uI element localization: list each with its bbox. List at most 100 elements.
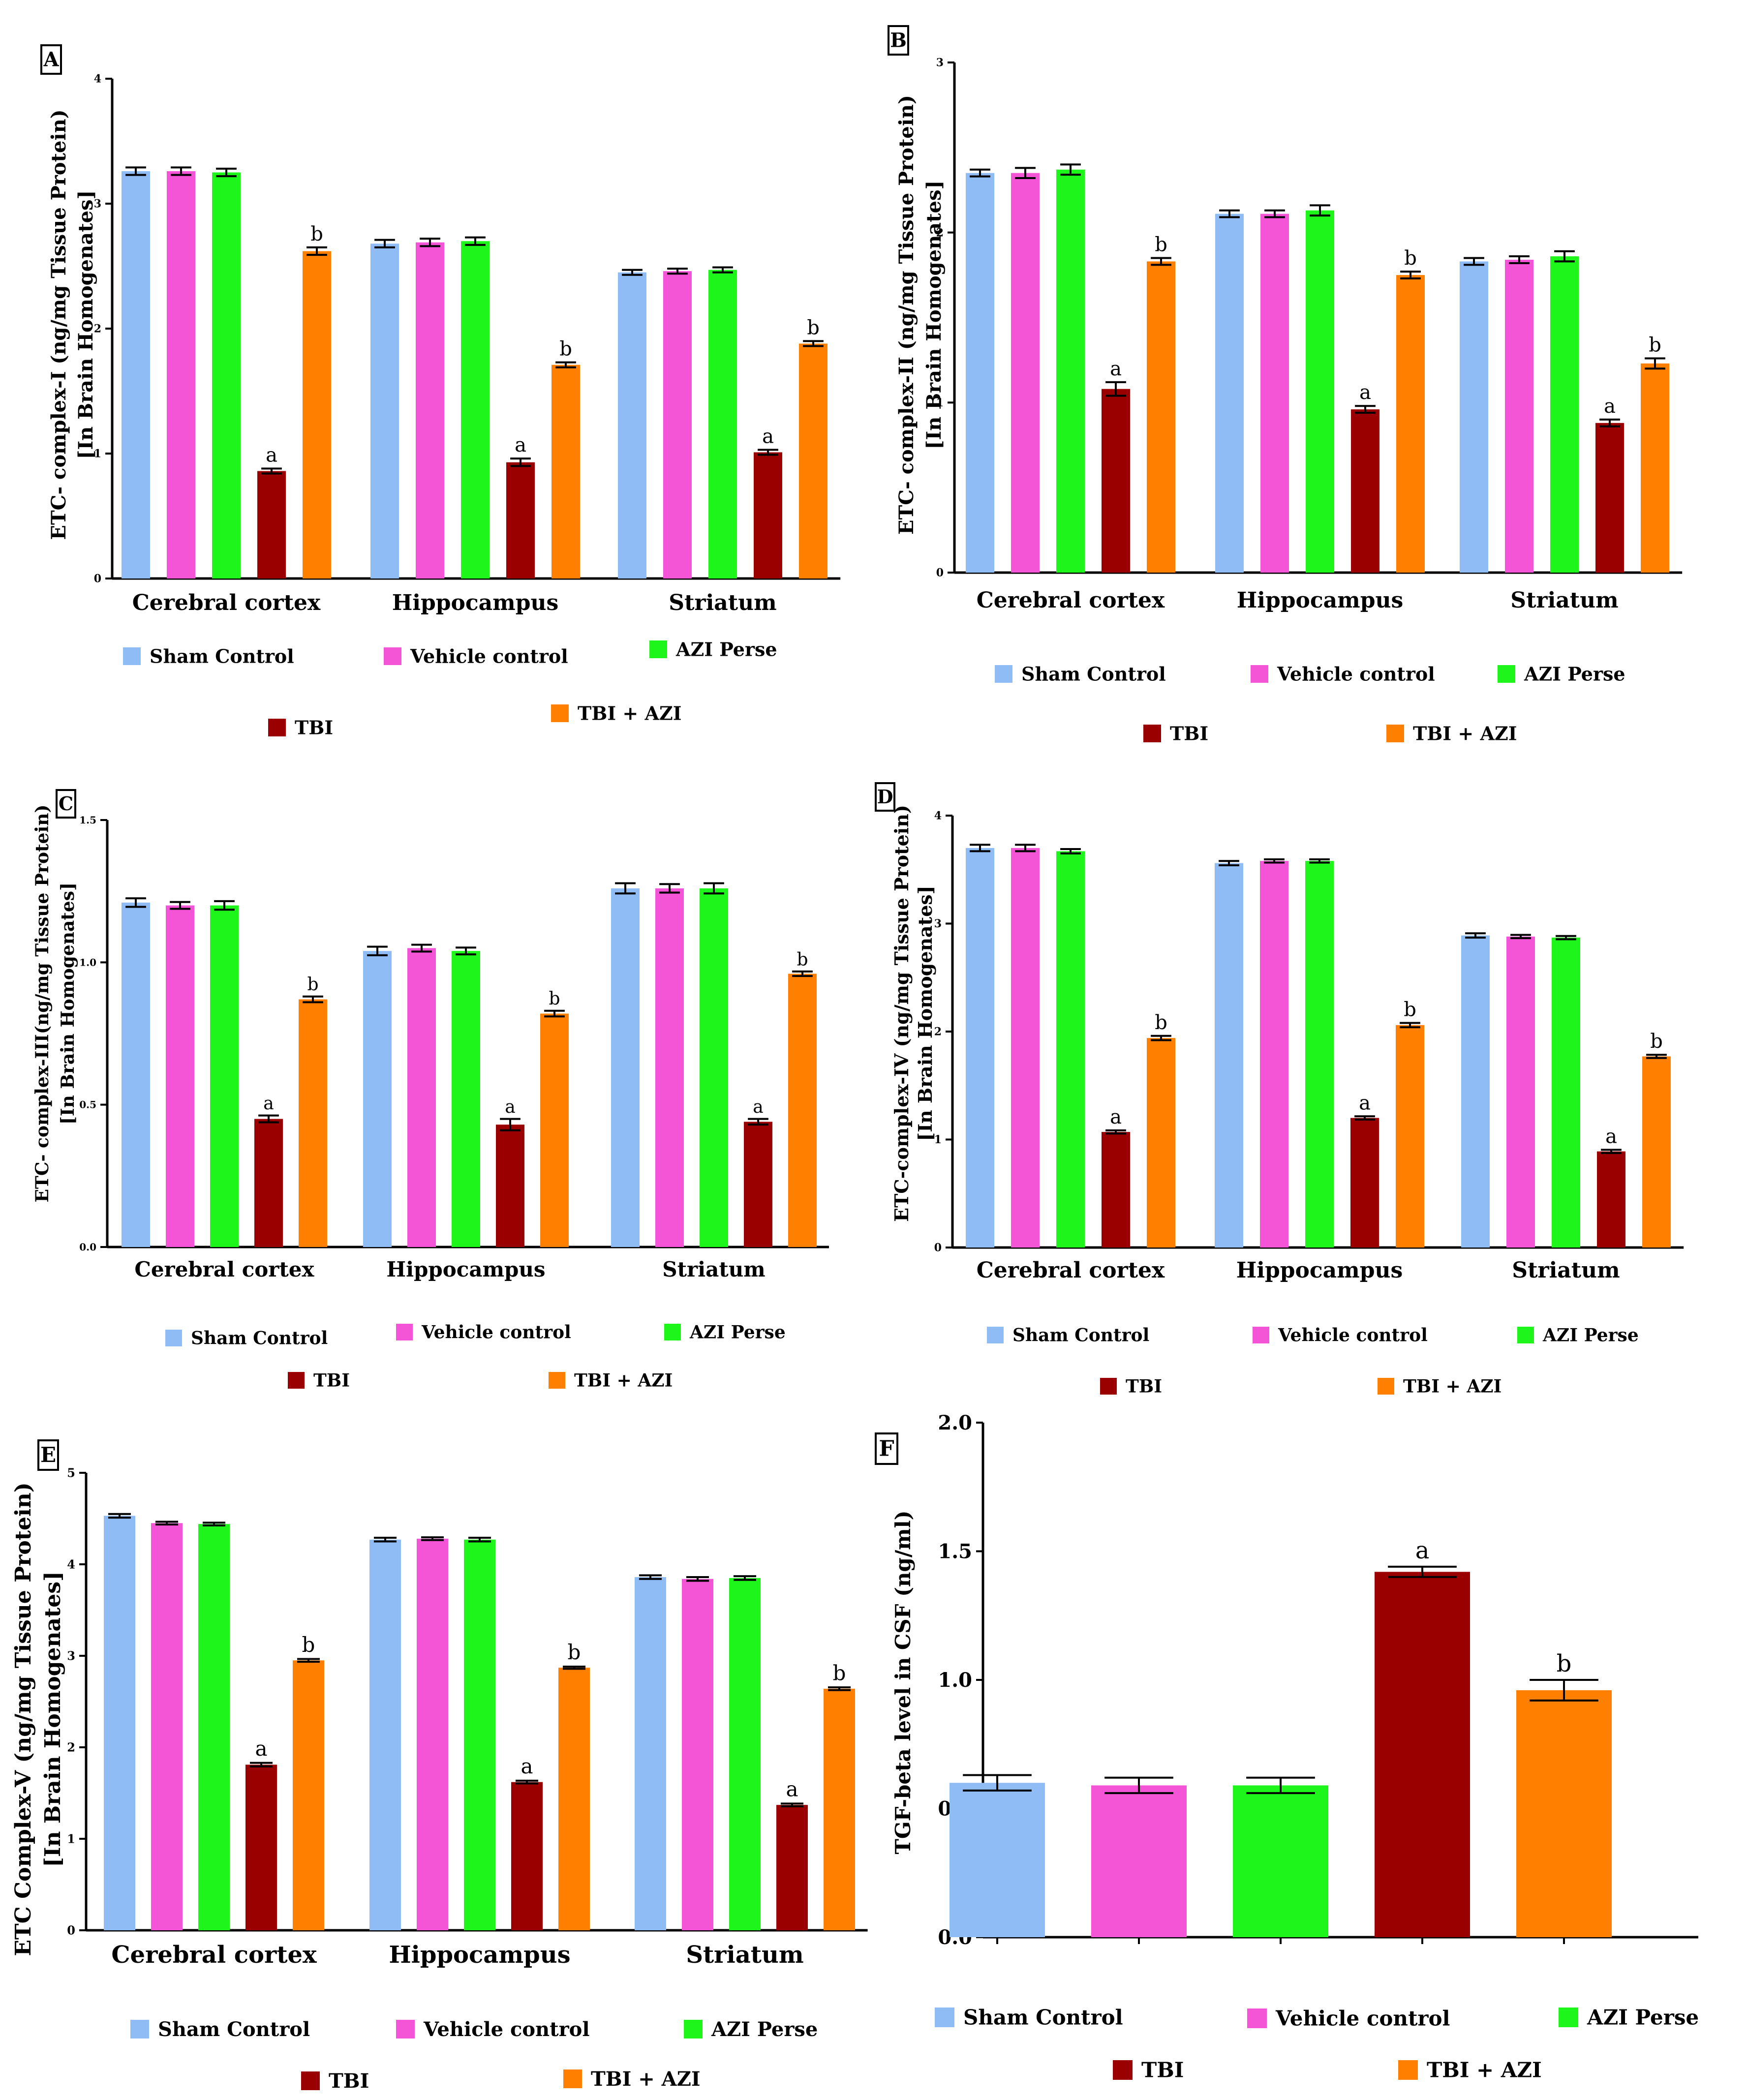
legend-swatch-sham (987, 1327, 1004, 1343)
legend-label-vehicle: Vehicle control (1278, 1325, 1428, 1346)
y-tick-label: 0.5 (79, 1099, 96, 1111)
legend-swatch-tbi (288, 1372, 305, 1389)
panel-letter: B (890, 29, 907, 52)
y-axis-label-line2: [In Brain Homogenates] (922, 181, 946, 450)
bar-tbi (776, 1805, 808, 1930)
legend-label-vehicle: Vehicle control (1277, 663, 1435, 685)
legend-label-tbi_azi: TBI + AZI (578, 702, 681, 724)
significance-label: a (1359, 1092, 1371, 1114)
y-axis-label: ETC- complex-III(ng/mg Tissue Protein) (32, 805, 53, 1203)
category-label: Hippocampus (389, 1941, 570, 1969)
category-label: Cerebral cortex (977, 1258, 1165, 1283)
bar-tbi (511, 1782, 543, 1930)
significance-label: b (797, 949, 808, 970)
bar-sham (104, 1516, 135, 1930)
chart-panel-a: A 0 1 2 3 4 ETC- complex-I (ng/mg Tissue Prote… (40, 44, 841, 738)
bar-vehicle (166, 905, 194, 1247)
legend-swatch-tbi (1143, 725, 1161, 742)
y-tick-label: 2 (936, 226, 944, 239)
category-label: Striatum (669, 590, 776, 615)
bar-azi (1056, 851, 1085, 1248)
legend-label-azi: AZI Perse (1524, 663, 1625, 685)
y-tick-label: 1 (94, 448, 101, 460)
category-label: Striatum (1510, 588, 1618, 613)
bar-tbi_azi (552, 365, 580, 578)
significance-label: a (263, 1094, 274, 1114)
bar-vehicle (167, 171, 195, 579)
bar-tbi_azi (799, 343, 828, 578)
bar-tbi_azi (1396, 1025, 1424, 1248)
bar-azi (212, 172, 241, 578)
bar-vehicle (1091, 1785, 1187, 1937)
y-axis-label: ETC Complex-V (ng/mg Tissue Protein) (11, 1482, 36, 1956)
significance-label: a (515, 434, 526, 457)
legend-label-tbi: TBI (313, 1370, 350, 1391)
bar-tbi_azi (824, 1688, 855, 1930)
y-tick-label: 0 (67, 1923, 75, 1937)
bar-vehicle (416, 242, 444, 578)
category-label: Hippocampus (1236, 1258, 1403, 1283)
bar-vehicle (655, 888, 684, 1247)
chart-panel-b: B 0 1 2 3 ETC- complex-II (ng/mg Tissue Prote… (888, 25, 1683, 744)
bar-sham (1215, 213, 1244, 573)
significance-label: a (1604, 395, 1616, 418)
significance-label: b (833, 1661, 846, 1685)
bar-tbi (245, 1765, 277, 1930)
bar-tbi_azi (1147, 261, 1175, 573)
y-axis-label-line2: [In Brain Homogenates] (40, 1571, 65, 1867)
legend-label-tbi_azi: TBI + AZI (1427, 2058, 1542, 2082)
bar-sham (966, 848, 994, 1248)
legend-swatch-vehicle (384, 647, 401, 665)
y-tick-label: 1.5 (79, 814, 96, 826)
panel-letter-box (875, 1432, 898, 1465)
bar-azi (1552, 938, 1580, 1248)
bar-sham (611, 888, 640, 1247)
significance-label: a (1605, 1125, 1617, 1148)
panel-letter: A (43, 48, 59, 71)
bar-sham (966, 173, 994, 573)
legend-swatch-sham (165, 1330, 182, 1346)
y-tick-label: 5 (67, 1465, 75, 1480)
y-tick-label: 0 (936, 567, 944, 579)
y-axis-label: ETC- complex-I (ng/mg Tissue Protein) (47, 109, 70, 540)
category-label: Hippocampus (1237, 588, 1404, 613)
bar-tbi_azi (1642, 1056, 1671, 1248)
legend-swatch-vehicle (1247, 2009, 1267, 2028)
panel-letter-box (40, 44, 62, 75)
category-label: Hippocampus (386, 1257, 545, 1281)
y-tick-label: 2 (934, 1026, 942, 1038)
bar-sham (122, 902, 150, 1247)
significance-label: b (549, 989, 560, 1009)
significance-label: b (1155, 234, 1167, 256)
bar-azi (708, 270, 737, 578)
legend-swatch-sham (130, 2020, 149, 2039)
legend-swatch-tbi_azi (1378, 1378, 1394, 1395)
legend-swatch-tbi (1113, 2060, 1133, 2080)
bar-sham (950, 1783, 1045, 1937)
significance-label: a (762, 425, 774, 448)
legend-label-tbi_azi: TBI + AZI (591, 2068, 701, 2091)
legend-swatch-tbi_azi (563, 2070, 582, 2088)
bar-azi (1056, 169, 1085, 573)
bar-tbi_azi (1641, 363, 1669, 573)
bar-tbi (506, 462, 535, 578)
panel-letter: C (59, 792, 73, 815)
legend-swatch-tbi (268, 719, 286, 736)
bar-azi (210, 905, 239, 1247)
y-tick-label: 0 (934, 1242, 942, 1254)
bar-vehicle (151, 1523, 183, 1930)
bar-azi (1306, 210, 1334, 573)
bar-sham (369, 1539, 401, 1930)
legend-swatch-sham (123, 647, 141, 665)
significance-label: a (753, 1097, 763, 1117)
significance-label: b (568, 1640, 581, 1664)
legend-label-sham: Sham Control (1012, 1325, 1149, 1346)
y-tick-label: 1 (934, 1133, 942, 1146)
legend-label-vehicle: Vehicle control (423, 2018, 590, 2041)
bar-tbi_azi (1516, 1690, 1612, 1937)
bar-tbi_azi (788, 974, 817, 1247)
category-label: Cerebral cortex (132, 590, 321, 615)
y-tick-label: 2 (67, 1740, 75, 1754)
y-tick-label: 3 (934, 917, 942, 930)
legend-label-tbi: TBI (329, 2070, 369, 2093)
